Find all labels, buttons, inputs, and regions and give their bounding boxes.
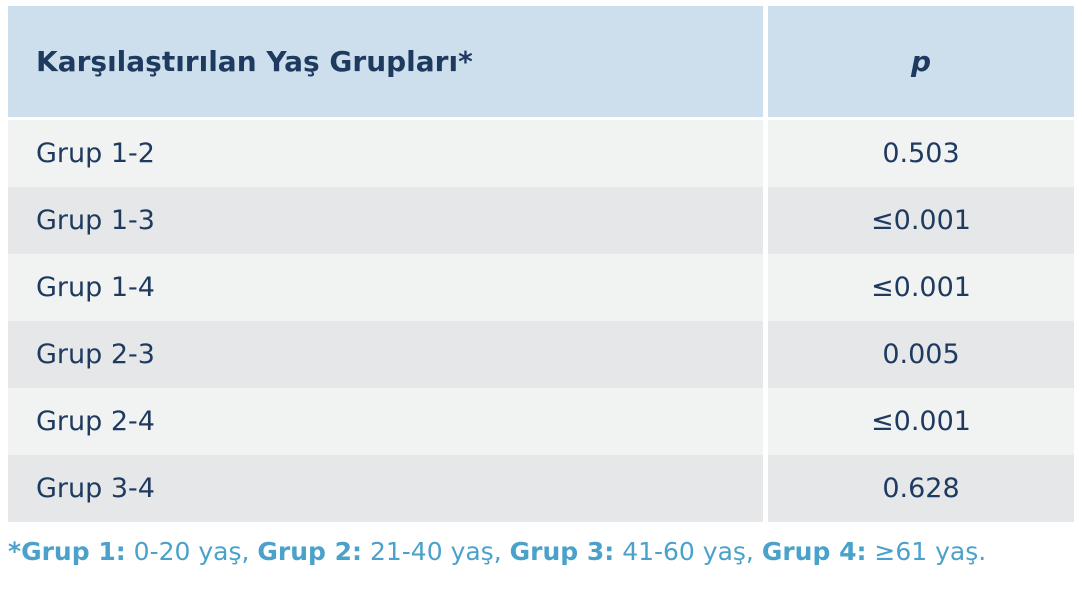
p-value-cell: 0.005 — [768, 321, 1074, 388]
table-row: Grup 3-4 0.628 — [8, 455, 1074, 522]
group-cell: Grup 1-4 — [8, 254, 763, 321]
group-cell: Grup 3-4 — [8, 455, 763, 522]
comparison-table: Karşılaştırılan Yaş Grupları* p Grup 1-2… — [8, 6, 1074, 522]
table-row: Grup 1-3 ≤0.001 — [8, 187, 1074, 254]
table-row: Grup 2-3 0.005 — [8, 321, 1074, 388]
p-value-cell: ≤0.001 — [768, 254, 1074, 321]
p-value-cell: 0.503 — [768, 120, 1074, 187]
group-cell: Grup 2-4 — [8, 388, 763, 455]
footnote-segment: Grup 3: — [509, 537, 615, 566]
table-row: Grup 2-4 ≤0.001 — [8, 388, 1074, 455]
table-row: Grup 1-2 0.503 — [8, 120, 1074, 187]
footnote-segment: 0-20 yaş, — [125, 537, 258, 566]
group-cell: Grup 2-3 — [8, 321, 763, 388]
table-body: Grup 1-2 0.503 Grup 1-3 ≤0.001 Grup 1-4 … — [8, 120, 1074, 522]
header-cell-p: p — [768, 6, 1074, 117]
footnote-segment: 41-60 yaş, — [614, 537, 762, 566]
footnote-segment: Grup 4: — [761, 537, 867, 566]
p-value-cell: 0.628 — [768, 455, 1074, 522]
header-cell-groups: Karşılaştırılan Yaş Grupları* — [8, 6, 763, 117]
footnote-segment: Grup 2: — [257, 537, 363, 566]
p-value-cell: ≤0.001 — [768, 187, 1074, 254]
table-row: Grup 1-4 ≤0.001 — [8, 254, 1074, 321]
footnote: *Grup 1: 0-20 yaş, Grup 2: 21-40 yaş, Gr… — [8, 537, 1074, 566]
p-value-cell: ≤0.001 — [768, 388, 1074, 455]
footnote-segment: 21-40 yaş, — [362, 537, 510, 566]
group-cell: Grup 1-2 — [8, 120, 763, 187]
footnote-segment: ≥61 yaş. — [866, 537, 987, 566]
group-cell: Grup 1-3 — [8, 187, 763, 254]
footnote-segment: *Grup 1: — [8, 537, 126, 566]
table-header-row: Karşılaştırılan Yaş Grupları* p — [8, 6, 1074, 117]
